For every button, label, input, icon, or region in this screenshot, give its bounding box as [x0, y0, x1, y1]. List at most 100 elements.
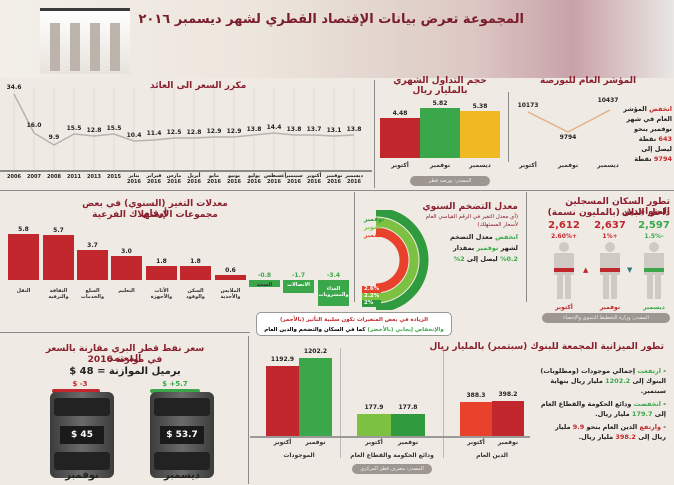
- pe-value: 13.8: [286, 126, 302, 133]
- debt-bar-oct: [460, 402, 492, 436]
- pe-value: 12.8: [86, 127, 102, 134]
- consumption-bar: [111, 256, 142, 280]
- volume-bar-nov: [420, 108, 460, 158]
- banks-notes: - ارتفعت إجمالي موجودات (ومطلوبات) البنو…: [540, 367, 666, 441]
- consumption-label: الملابس والأحذية: [220, 288, 241, 300]
- oil-label: ديسمبر: [163, 470, 201, 481]
- page-title: المجموعة تعرض بيانات الإقتصاد القطري لشه…: [138, 12, 524, 27]
- pe-line: [13, 88, 355, 170]
- volume-chart-title: حجم التداول الشهري بالمليار ريال: [393, 76, 487, 96]
- oil-diff-bar: [52, 389, 100, 393]
- pe-tick-year: 2016: [227, 179, 241, 185]
- population-label: أكتوبر: [555, 304, 573, 311]
- banks-label: أكتوبر: [365, 439, 383, 446]
- pe-tick: ديسمبر: [344, 173, 364, 179]
- oil-barrel-icon: $ 45: [50, 392, 114, 478]
- pe-tick: أغسطس: [264, 173, 287, 179]
- consumption-value: 3.7: [87, 242, 98, 249]
- population-change: 2.60%+: [551, 233, 577, 240]
- row-divider: [0, 190, 674, 191]
- volume-bar-oct: [380, 118, 420, 158]
- consumption-label: السكن والوقود: [186, 288, 205, 300]
- pe-value: 13.8: [346, 126, 362, 133]
- divider: [248, 336, 249, 484]
- population-title: تطور السكان المسجلين المتواجدين: [565, 197, 670, 217]
- pe-chart-title: مكرر السعر الى العائد: [150, 81, 247, 91]
- person-icon: [600, 242, 620, 299]
- consumption-value: -3.4: [326, 272, 341, 279]
- pe-tick-year: 2016: [127, 179, 141, 185]
- banks-source: المصدر: مصرف قطر المركزي: [352, 464, 432, 474]
- consumption-subtitle: مجموعات الإستهلاك الفرعية: [92, 210, 218, 220]
- population-subtitle: داخل البلاد (بالمليون نسمة): [547, 208, 670, 218]
- pe-tick: يونيو: [227, 173, 241, 179]
- population-change: 1.5%-: [644, 233, 664, 240]
- consumption-label: النقل: [16, 288, 31, 294]
- inflation-chart: نوفمبر أكتوبر سبتمبر 2.6% 2.2% 2% معدل ا…: [356, 192, 524, 310]
- consumption-value: 3.0: [121, 248, 132, 255]
- population-change: 1%+: [602, 233, 618, 240]
- pe-value: 15.5: [106, 125, 122, 132]
- header-banner: المجموعة تعرض بيانات الإقتصاد القطري لشه…: [0, 0, 674, 78]
- population-label: نوفمبر: [599, 304, 621, 311]
- debt-value: 388.3: [466, 392, 486, 399]
- index-chart: المؤشر العام للبورصة 10173 9794 10437 أك…: [510, 76, 674, 188]
- oil-budget: برميل الموازنة = 48 $: [69, 366, 181, 377]
- banks-group-label: الموجودات: [283, 452, 315, 459]
- pe-tick-year: 2016: [307, 179, 321, 185]
- consumption-label: التعليم: [118, 288, 135, 294]
- banks-group-label: الدين العام: [476, 452, 508, 459]
- consumption-value: -0.8: [257, 272, 272, 279]
- pe-value: 10.4: [126, 132, 142, 139]
- pe-tick: 2011: [67, 174, 81, 180]
- consumption-bar: [249, 280, 280, 287]
- inflation-title: معدل التضخم السنوي: [422, 202, 518, 212]
- pe-value: 9.9: [48, 134, 60, 141]
- pe-tick-year: 2016: [327, 179, 341, 185]
- pe-tick-year: 2016: [207, 179, 221, 185]
- consumption-label: السلع والخدمات: [80, 288, 105, 300]
- banks-chart: 1192.9 1202.2 أكتوبر نوفمبر الموجودات 17…: [250, 340, 674, 485]
- pe-value: 13.8: [246, 126, 262, 133]
- consumption-bar: [215, 275, 246, 280]
- pe-value: 13.1: [326, 127, 342, 134]
- pe-tick: يوليو: [247, 173, 261, 179]
- consumption-value: 1.8: [156, 258, 167, 265]
- banks-label: أكتوبر: [273, 439, 292, 446]
- population-chart: تطور السكان المسجلين المتواجدين داخل الب…: [528, 192, 674, 332]
- pe-tick-year: 2016: [267, 179, 281, 185]
- pe-value: 11.4: [146, 130, 162, 137]
- volume-value: 5.38: [472, 103, 488, 110]
- consumption-value: 1.8: [190, 258, 201, 265]
- pe-tick: 2013: [87, 174, 101, 180]
- pe-value: 12.9: [226, 128, 242, 135]
- volume-label: نوفمبر: [429, 162, 451, 169]
- pe-tick: 2008: [47, 174, 61, 180]
- pe-tick-year: 2016: [287, 179, 301, 185]
- oil-diff: $ -3: [72, 380, 88, 388]
- population-value: 2,612: [548, 220, 580, 231]
- pe-value: 12.5: [166, 129, 182, 136]
- consumption-value: 5.8: [18, 226, 29, 233]
- index-value: 10437: [597, 97, 619, 104]
- pe-value: 34.6: [6, 84, 22, 91]
- pe-tick: نوفمبر: [325, 173, 343, 179]
- inflation-legend: نوفمبر أكتوبر سبتمبر: [364, 216, 386, 239]
- pe-tick-year: 2016: [247, 179, 261, 185]
- divider: [354, 192, 355, 302]
- banks-axis: [250, 436, 530, 438]
- index-line: [527, 109, 611, 133]
- debt-value: 398.2: [498, 391, 518, 398]
- consumption-bar: [283, 280, 314, 293]
- consumption-label: الغذاء والمشروبات: [318, 286, 349, 298]
- volume-chart: حجم التداول الشهري بالمليار ريال 4.48 5.…: [376, 76, 506, 188]
- index-chart-title: المؤشر العام للبورصة: [540, 76, 637, 86]
- pe-value: 14.4: [266, 124, 282, 131]
- person-icon: [644, 242, 664, 299]
- assets-value: 1202.2: [303, 348, 328, 355]
- consumption-bar: [8, 234, 39, 280]
- consumption-bar: [180, 266, 211, 280]
- pe-tick: يناير: [128, 173, 140, 179]
- oil-subtitle: في موازنة 2016: [87, 355, 163, 365]
- consumption-value: 0.6: [225, 267, 236, 274]
